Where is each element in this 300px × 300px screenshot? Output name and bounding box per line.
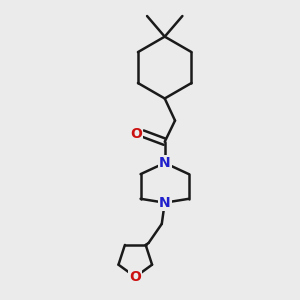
Text: O: O [130,127,142,140]
Text: N: N [159,156,170,170]
Text: O: O [129,270,141,284]
Text: N: N [159,196,170,210]
